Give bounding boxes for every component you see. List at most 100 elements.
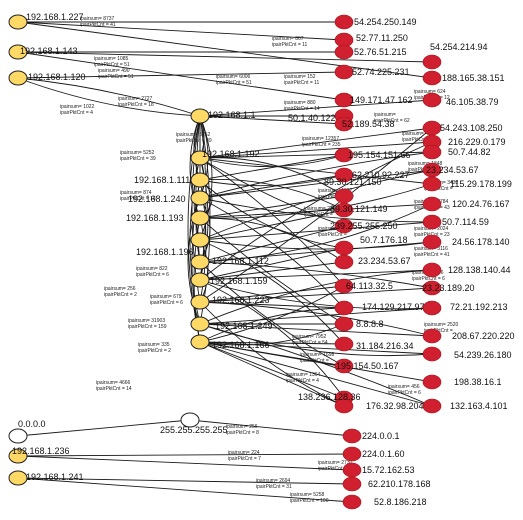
mesh-edge (199, 239, 433, 250)
node-s1[interactable] (190, 108, 210, 124)
edge-pktcnt-label: ipairPktCnt = 18 (120, 196, 156, 202)
mesh-edge (199, 179, 345, 249)
node-d10[interactable] (334, 116, 354, 132)
edge (199, 151, 433, 159)
node-label: 72.21.192.213 (450, 302, 508, 312)
edge (199, 221, 433, 241)
node-d16[interactable] (334, 167, 354, 183)
node-d38[interactable] (334, 398, 354, 414)
node-d20[interactable] (334, 202, 354, 218)
node-d7[interactable] (334, 92, 354, 108)
node-d25[interactable] (334, 254, 354, 270)
node-s193[interactable] (190, 210, 210, 226)
node-label: 89.30.121.149 (330, 204, 388, 214)
node-z0[interactable] (8, 428, 28, 444)
edge-ipairsum-label: ipairsum= 1364 (286, 372, 321, 378)
node-bc[interactable] (180, 412, 200, 428)
node-d27[interactable] (334, 278, 354, 294)
node-d19[interactable] (422, 196, 442, 212)
node-d33[interactable] (334, 336, 354, 352)
node-label: 50.1.40.122 (288, 113, 336, 123)
node-label: 192.168.1.1 (208, 110, 256, 120)
edge-ipairsum-label: ipairsum= 2730 (318, 460, 353, 466)
mesh-edge (199, 269, 433, 325)
node-s159[interactable] (190, 272, 210, 288)
mesh-edge (199, 261, 433, 289)
node-s236[interactable] (8, 448, 28, 464)
edge (17, 419, 191, 437)
node-d1[interactable] (334, 14, 354, 30)
node-d11[interactable] (422, 120, 442, 136)
node-d28[interactable] (422, 280, 442, 296)
node-d26[interactable] (422, 262, 442, 278)
node-d4[interactable] (422, 54, 442, 70)
node-d24[interactable] (334, 240, 354, 256)
node-d41[interactable] (342, 446, 362, 462)
node-label: 195.154.50.167 (336, 361, 399, 371)
node-d31[interactable] (334, 316, 354, 332)
edge (199, 341, 433, 383)
node-d23[interactable] (422, 234, 442, 250)
node-label: 224.0.0.1 (362, 431, 400, 441)
node-d30[interactable] (422, 300, 442, 316)
node-d36[interactable] (422, 374, 442, 390)
edge (17, 51, 345, 101)
edge-ipairsum-label: ipairsum= 867 (272, 36, 304, 42)
node-label: 52.189.54.38 (342, 119, 395, 129)
node-s227[interactable] (8, 14, 28, 30)
node-d6[interactable] (422, 70, 442, 86)
mesh-edge (199, 203, 433, 263)
node-d32[interactable] (422, 328, 442, 344)
edge (199, 154, 345, 181)
node-d44[interactable] (342, 494, 362, 510)
edge-ipairsum-label: ipairsum= 1327 (318, 188, 353, 194)
node-label: 224.0.1.60 (362, 449, 405, 459)
edge-ipairsum-label: ipairsum= 335 (138, 342, 170, 348)
edge-pktcnt-label: ipairPktCnt = 8 (226, 430, 259, 436)
edge-pktcnt-label: ipairPktCnt = 31 (256, 484, 292, 490)
node-d34[interactable] (422, 346, 442, 362)
node-d3[interactable] (334, 44, 354, 60)
node-s120[interactable] (8, 70, 28, 86)
edge (199, 157, 433, 185)
node-d42[interactable] (342, 462, 362, 478)
edge (199, 341, 345, 399)
node-d13[interactable] (422, 144, 442, 160)
edge-ipairsum-label: ipairsum= 2756 (304, 206, 339, 212)
node-s111[interactable] (190, 172, 210, 188)
edge (199, 115, 345, 125)
edge (199, 99, 433, 117)
mesh-edge (199, 279, 345, 399)
edge-ipairsum-label: ipairsum= 1022 (60, 104, 95, 110)
edge (17, 477, 353, 503)
node-s196[interactable] (190, 232, 210, 248)
node-d17[interactable] (422, 176, 442, 192)
mesh-edge (199, 217, 345, 263)
node-d35[interactable] (334, 358, 354, 374)
node-d29[interactable] (334, 300, 354, 316)
node-s249[interactable] (190, 316, 210, 332)
node-d40[interactable] (342, 428, 362, 444)
node-d14[interactable] (334, 147, 354, 163)
node-s112[interactable] (190, 254, 210, 270)
node-d8[interactable] (422, 92, 442, 108)
node-s192[interactable] (190, 150, 210, 166)
edge (199, 261, 345, 281)
node-d43[interactable] (342, 476, 362, 492)
node-s143[interactable] (8, 44, 28, 60)
node-label: 128.138.140.44 (448, 265, 511, 275)
node-d5[interactable] (334, 64, 354, 80)
edge (17, 51, 433, 63)
edge-ipairsum-label: ipairsum= 256 (226, 424, 258, 430)
node-d18[interactable] (334, 188, 354, 204)
edge (17, 77, 201, 117)
node-d21[interactable] (422, 214, 442, 230)
node-d22[interactable] (334, 218, 354, 234)
node-s223[interactable] (190, 294, 210, 310)
node-s240[interactable] (190, 190, 210, 206)
node-s166[interactable] (190, 334, 210, 350)
edge (189, 419, 353, 437)
node-s241[interactable] (8, 470, 28, 486)
node-label: 192.168.1.196 (136, 247, 194, 257)
node-d39[interactable] (422, 398, 442, 414)
